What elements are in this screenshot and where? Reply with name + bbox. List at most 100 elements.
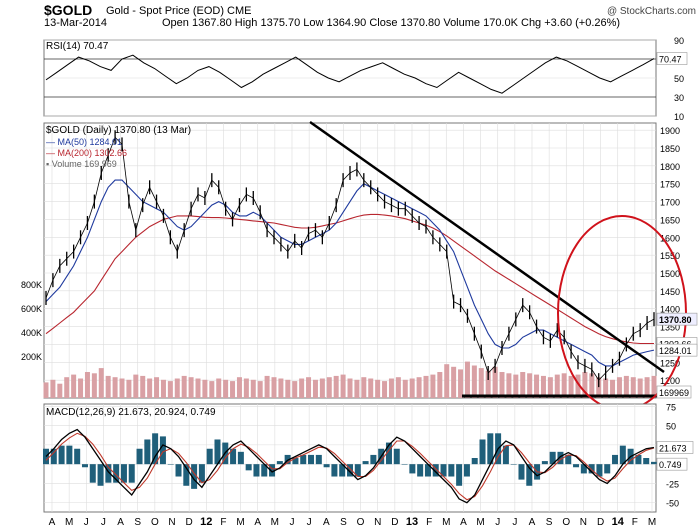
macd-histogram-bar — [417, 464, 424, 477]
volume-bar — [395, 377, 401, 398]
macd-histogram-bar — [456, 464, 463, 486]
volume-bar — [423, 375, 429, 398]
volume-tick-label: 800K — [21, 280, 42, 290]
volume-value-tag: 169969 — [659, 388, 689, 398]
macd-line — [45, 428, 655, 504]
volume-bar — [388, 378, 394, 398]
price-tick-label: 1600 — [660, 233, 680, 243]
volume-bar — [209, 381, 215, 398]
macd-histogram-bar — [175, 464, 182, 477]
macd-histogram-bar — [541, 461, 548, 465]
volume-bar — [575, 374, 581, 398]
macd-histogram-bar — [128, 464, 135, 483]
volume-bar — [181, 375, 187, 398]
macd-signal-line — [45, 432, 655, 501]
macd-histogram-bar — [635, 454, 642, 465]
macd-histogram-bar — [440, 464, 447, 477]
volume-bar — [50, 379, 56, 398]
volume-bar — [285, 379, 291, 398]
macd-x-label: D — [391, 517, 398, 528]
volume-bar — [368, 378, 374, 398]
volume-bar — [464, 361, 470, 398]
volume-bar — [520, 372, 526, 398]
macd-histogram-bar — [580, 464, 587, 474]
resistance-trendline — [309, 120, 665, 374]
volume-tick-label: 600K — [21, 304, 42, 314]
volume-bar — [223, 379, 229, 398]
macd-histogram-bar — [113, 464, 120, 483]
volume-bar — [623, 375, 629, 398]
volume-bar — [57, 383, 63, 398]
macd-histogram-bar — [510, 464, 517, 465]
volume-bar — [540, 375, 546, 398]
volume-tick-label: 200K — [21, 352, 42, 362]
volume-bar — [554, 374, 560, 398]
volume-bar — [492, 366, 498, 398]
volume-bar — [91, 373, 97, 398]
macd-x-label: J — [84, 517, 89, 528]
macd-x-label: N — [374, 517, 381, 528]
price-tick-label: 1500 — [660, 269, 680, 279]
volume-bar — [347, 378, 353, 398]
volume-bar — [644, 377, 650, 398]
macd-histogram-bar — [167, 464, 174, 465]
price-tick-label: 1800 — [660, 162, 680, 172]
volume-bar — [278, 378, 284, 398]
macd-x-label: O — [151, 517, 159, 528]
price-tick-label: 1550 — [660, 251, 680, 261]
macd-histogram-bar — [50, 448, 57, 465]
volume-bar — [71, 374, 77, 398]
macd-histogram-bar — [120, 464, 127, 483]
macd-x-label: M — [271, 517, 279, 528]
volume-bar — [582, 372, 588, 398]
rsi-tick-label: 50 — [674, 74, 684, 84]
ma200-line — [45, 213, 654, 345]
macd-histogram-bar — [518, 464, 525, 480]
macd-histogram-bar — [245, 464, 252, 471]
price-tick-label: 1750 — [660, 180, 680, 190]
macd-histogram-bar — [401, 464, 408, 465]
macd-histogram-bar — [284, 454, 291, 465]
macd-histogram-bar — [159, 436, 166, 465]
volume-bar — [603, 378, 609, 398]
volume-bar — [326, 377, 332, 398]
date-label: 13-Mar-2014 — [44, 17, 107, 29]
volume-bar — [250, 379, 256, 398]
macd-histogram-bar — [557, 451, 564, 465]
rsi-label: RSI(14) 70.47 — [46, 41, 109, 52]
volume-bar — [402, 379, 408, 398]
price-line — [45, 136, 655, 381]
ma50-value-tag: 1284.01 — [659, 346, 692, 356]
volume-bar — [444, 364, 450, 398]
macd-histogram-bar — [315, 454, 322, 465]
copyright[interactable]: @ StockCharts.com — [606, 6, 696, 17]
volume-bar — [202, 379, 208, 398]
volume-bar — [616, 377, 622, 398]
macd-histogram-bar — [432, 464, 439, 477]
macd-histogram-bar — [604, 464, 611, 474]
macd-histogram-bar — [66, 445, 73, 465]
macd-histogram-bar — [393, 448, 400, 465]
volume-tick-label: 400K — [21, 328, 42, 338]
macd-histogram-bar — [136, 448, 143, 465]
volume-bar — [105, 375, 111, 398]
volume-bar — [610, 379, 616, 398]
volume-bar — [630, 377, 636, 398]
last-price-tag-box — [656, 312, 698, 326]
symbol-description: Gold - Spot Price (EOD) CME — [106, 5, 252, 17]
macd-histogram-bar — [651, 461, 657, 465]
volume-bar — [409, 378, 415, 398]
macd-histogram-bar — [214, 439, 221, 465]
volume-bar — [527, 373, 533, 398]
macd-tick-label: -25 — [666, 479, 679, 489]
volume-bar — [243, 378, 249, 398]
macd-histogram-bar — [549, 451, 556, 465]
macd-x-label: O — [562, 517, 570, 528]
macd-histogram-bar — [471, 458, 478, 465]
macd-x-label: M — [236, 517, 244, 528]
macd-panel — [43, 403, 657, 513]
macd-x-label: N — [580, 517, 587, 528]
macd-x-label: S — [134, 517, 141, 528]
volume-bar — [236, 377, 242, 398]
